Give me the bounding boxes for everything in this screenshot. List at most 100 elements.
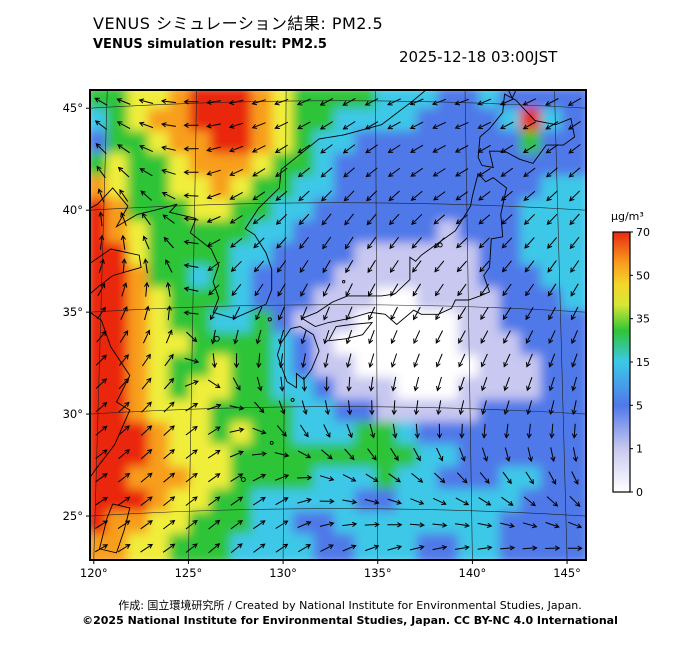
wind-arrow [480,307,489,321]
wind-arrow [366,190,378,202]
wind-arrow [323,306,330,321]
wind-arrow [410,167,423,177]
wind-arrow [206,192,221,200]
page-title-japanese: VENUS シミュレーション結果: PM2.5 [93,14,384,33]
wind-arrow [229,405,245,411]
wind-arrow [118,377,130,390]
wind-arrow [322,236,332,250]
wind-arrow [387,144,401,154]
wind-arrow [209,306,218,321]
credit-text: 作成: 国立環境研究所 / Created by National Instit… [118,599,582,612]
wind-arrow [230,519,244,530]
wind-arrow [301,400,308,416]
wind-arrow [120,305,128,320]
wind-arrow [183,99,199,105]
wind-arrow [436,447,444,462]
island-mark [269,440,274,445]
wind-arrow [567,545,583,551]
wind-arrow [94,120,108,130]
wind-arrow [163,425,175,436]
wind-arrow [545,545,561,551]
wind-arrow [252,473,267,482]
wind-arrow [324,400,330,416]
wind-arrow [571,376,578,392]
wind-arrow [436,400,442,416]
wind-arrow [230,473,244,482]
wind-arrow [409,98,424,106]
wind-arrow [319,498,335,504]
wind-arrow [185,425,198,436]
wind-arrow [346,376,352,392]
wind-arrow [392,423,398,439]
wind-arrow [230,496,244,506]
wind-arrow [206,238,221,247]
wind-arrow [254,283,264,297]
wind-arrow [569,190,581,202]
wind-arrow [94,544,109,553]
wind-arrow [207,403,222,411]
wind-arrow-layer [94,97,583,554]
wind-arrow [365,144,378,154]
wind-arrow [479,472,490,484]
wind-arrow [319,98,334,106]
wind-arrow [526,400,533,416]
wind-arrow [368,306,376,321]
wind-arrow [274,452,290,458]
wind-arrow [390,353,398,368]
wind-arrow [455,168,469,177]
wind-arrow [433,237,445,249]
wind-arrow [569,213,580,226]
wind-arrow [432,168,446,177]
wind-arrow [183,310,199,316]
wind-arrow [319,521,335,527]
wind-arrow [185,402,199,412]
wind-arrow [117,144,130,154]
wind-arrow [143,281,150,297]
wind-arrow [345,259,354,274]
wind-arrow [276,237,287,249]
wind-arrow [499,98,514,106]
wind-arrow [278,353,284,369]
wind-arrow [388,473,401,483]
wind-arrow [567,97,582,106]
wind-arrow [343,190,355,202]
wind-arrow [387,498,402,505]
wind-arrow [116,98,131,105]
wind-arrow [342,144,356,154]
wind-arrow [207,261,220,272]
wind-arrow [211,353,217,369]
wind-arrow [279,376,285,392]
wind-arrow [143,258,149,274]
wind-arrow [95,354,107,366]
wind-arrow [232,377,241,391]
page-title-english: VENUS simulation result: PM2.5 [93,37,327,52]
wind-arrow [522,545,538,551]
wind-arrow [185,543,198,553]
wind-arrow [500,190,513,201]
wind-arrow [502,471,512,485]
colorbar-tick-label: 15 [636,356,650,369]
wind-arrow [229,168,244,176]
wind-arrow [387,522,403,528]
wind-arrow [548,330,556,345]
wind-arrow [545,144,559,154]
wind-arrow [524,237,535,249]
wind-arrow [545,522,560,529]
wind-arrow [455,545,470,551]
wind-arrow [433,191,446,201]
lat-axis-label: 40° [63,203,83,217]
wind-arrow [458,400,465,416]
wind-arrow [208,473,221,483]
wind-arrow [142,235,150,250]
wind-arrow [140,190,152,201]
wind-arrow [297,497,312,504]
wind-arrow [300,329,307,345]
wind-arrow [162,214,175,224]
wind-arrow [548,306,556,321]
wind-arrow [477,121,492,129]
wind-arrow [457,307,467,321]
wind-arrow [572,447,578,463]
wind-arrow [388,190,400,202]
wind-arrow [500,167,514,177]
wind-arrow [344,236,354,250]
